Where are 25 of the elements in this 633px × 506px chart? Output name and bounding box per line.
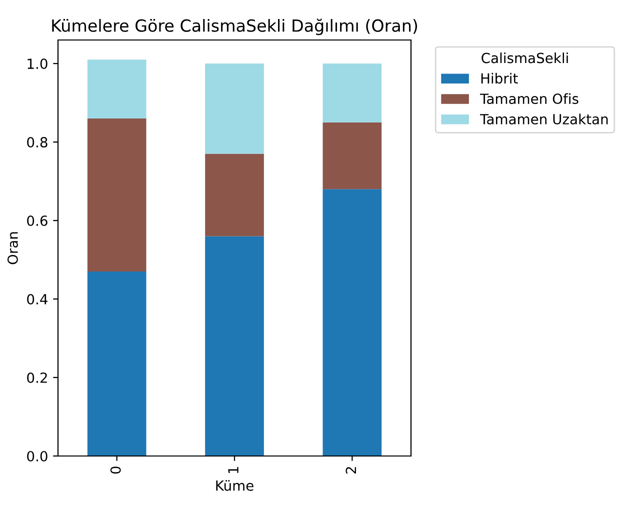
bar — [87, 272, 146, 456]
y-tick-label: 0.8 — [27, 137, 48, 148]
bar — [205, 154, 264, 236]
y-axis-title: Oran — [7, 232, 18, 264]
bar — [205, 236, 264, 456]
legend-label: Tamamen Uzaktan — [480, 114, 608, 124]
y-tick-label: 0.2 — [27, 372, 47, 383]
bar — [322, 189, 382, 456]
bar — [87, 60, 146, 118]
x-tick-label: 1 — [228, 467, 238, 474]
y-tick-label: 1.0 — [28, 58, 48, 70]
legend-title: CalismaSekli — [482, 52, 568, 64]
legend-label: Tamamen Ofis — [480, 93, 578, 104]
bar — [205, 64, 264, 154]
bar — [322, 64, 382, 122]
y-tick-label: 0.0 — [27, 450, 48, 462]
y-tick-label: 0.4 — [27, 294, 48, 304]
x-axis-title: Küme — [216, 480, 254, 491]
bar — [322, 122, 382, 190]
x-tick-label: 0 — [110, 466, 121, 474]
chart-title: Kümelere Göre CalismaSekli Dağılımı (Oran) — [52, 18, 418, 36]
bar — [87, 118, 146, 272]
x-tick-label: 2 — [346, 467, 356, 474]
legend-label: Hibrit — [481, 72, 518, 84]
y-tick-label: 0.6 — [27, 215, 48, 226]
